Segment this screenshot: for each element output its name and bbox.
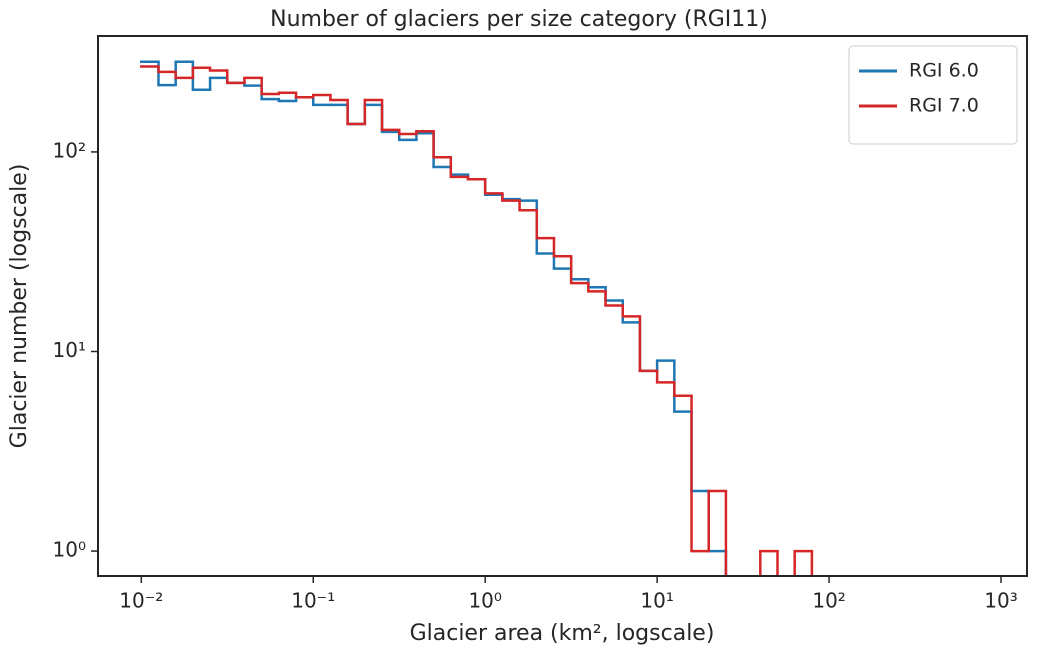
axes-frame [97, 35, 1028, 577]
x-axis-label: Glacier area (km², logscale) [410, 621, 715, 646]
x-tick-label: 10² [812, 589, 845, 613]
y-axis-label: Glacier number (logscale) [7, 164, 32, 449]
x-tick-label: 10⁰ [468, 589, 501, 613]
y-tick-label: 10⁰ [53, 538, 86, 562]
chart-title: Number of glaciers per size category (RG… [270, 7, 768, 32]
x-tick-label: 10⁻¹ [291, 589, 335, 613]
legend-label: RGI 6.0 [909, 60, 979, 82]
x-tick-label: 10¹ [640, 589, 673, 613]
y-tick-label: 10¹ [53, 338, 86, 362]
y-tick-label: 10² [53, 138, 86, 162]
x-tick-label: 10⁻² [119, 589, 163, 613]
plot-area [140, 60, 814, 576]
legend-label: RGI 7.0 [909, 95, 979, 117]
x-tick-label: 10³ [984, 589, 1017, 613]
